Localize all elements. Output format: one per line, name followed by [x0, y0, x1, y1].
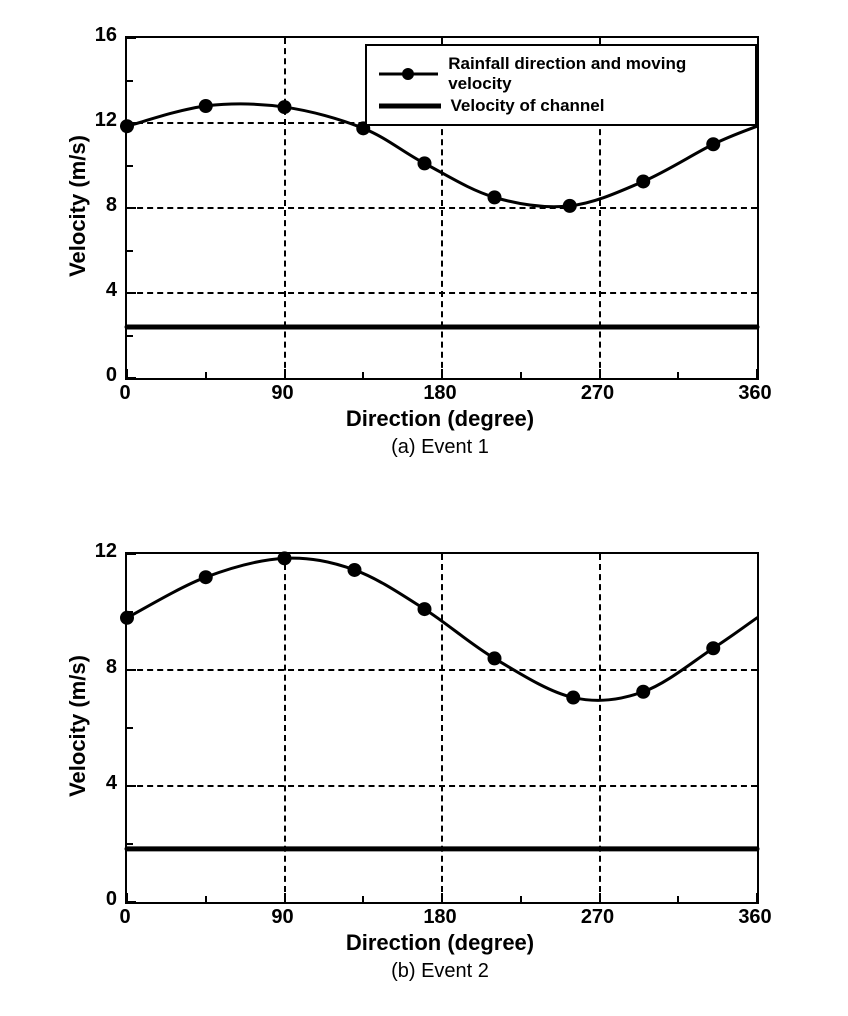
ytick: [127, 785, 136, 787]
ytick-minor: [127, 335, 133, 337]
plot-area-a: Rainfall direction and moving velocityVe…: [125, 36, 759, 380]
ytick-minor: [127, 80, 133, 82]
xtick: [126, 893, 128, 902]
xtick: [441, 369, 443, 378]
subplot-caption: (b) Event 2: [290, 960, 590, 983]
marker: [199, 99, 213, 113]
legend-label: Velocity of channel: [451, 96, 605, 116]
ylabel: Velocity (m/s): [65, 596, 91, 856]
xtick-label: 0: [100, 906, 150, 929]
marker: [418, 602, 432, 616]
marker: [488, 651, 502, 665]
legend-sample: [379, 99, 441, 113]
marker: [488, 190, 502, 204]
series-rainfall: [127, 558, 757, 700]
xlabel: Direction (degree): [290, 406, 590, 432]
xtick-label: 180: [415, 906, 465, 929]
xtick: [599, 369, 601, 378]
legend-label: Rainfall direction and moving velocity: [448, 54, 743, 94]
xlabel: Direction (degree): [290, 930, 590, 956]
xtick: [756, 369, 758, 378]
marker: [706, 137, 720, 151]
xtick-minor: [362, 372, 364, 378]
xtick: [441, 893, 443, 902]
ytick-minor: [127, 165, 133, 167]
ytick-label: 16: [95, 24, 117, 47]
xtick-label: 90: [258, 906, 308, 929]
ytick-label: 8: [106, 656, 117, 679]
legend-sample: [379, 67, 439, 81]
marker: [348, 563, 362, 577]
ytick-minor: [127, 843, 133, 845]
ytick: [127, 377, 136, 379]
ytick-minor: [127, 727, 133, 729]
xtick: [599, 893, 601, 902]
marker: [636, 174, 650, 188]
ytick-label: 4: [106, 772, 117, 795]
xtick-minor: [677, 896, 679, 902]
legend-item: Velocity of channel: [379, 96, 744, 116]
xtick-minor: [362, 896, 364, 902]
xtick-label: 0: [100, 382, 150, 405]
marker: [278, 100, 292, 114]
legend-item: Rainfall direction and moving velocity: [379, 54, 744, 94]
ytick: [127, 669, 136, 671]
ytick: [127, 122, 136, 124]
ytick: [127, 901, 136, 903]
ytick: [127, 207, 136, 209]
ytick-label: 12: [95, 109, 117, 132]
xtick-minor: [520, 372, 522, 378]
figure-stage: Rainfall direction and moving velocityVe…: [0, 0, 848, 1016]
ytick-label: 12: [95, 540, 117, 563]
ylabel: Velocity (m/s): [65, 76, 91, 336]
subplot-caption: (a) Event 1: [290, 436, 590, 459]
marker: [706, 641, 720, 655]
xtick: [756, 893, 758, 902]
ytick-label: 8: [106, 194, 117, 217]
ytick-label: 4: [106, 279, 117, 302]
ytick: [127, 37, 136, 39]
marker: [418, 156, 432, 170]
marker: [566, 691, 580, 705]
xtick-minor: [520, 896, 522, 902]
xtick: [284, 369, 286, 378]
plot-area-b: [125, 552, 759, 904]
marker: [636, 685, 650, 699]
ytick-minor: [127, 250, 133, 252]
xtick-minor: [677, 372, 679, 378]
xtick-minor: [205, 896, 207, 902]
ytick: [127, 553, 136, 555]
xtick-minor: [205, 372, 207, 378]
legend: Rainfall direction and moving velocityVe…: [365, 44, 758, 126]
xtick-label: 360: [730, 906, 780, 929]
xtick-label: 180: [415, 382, 465, 405]
xtick-label: 90: [258, 382, 308, 405]
xtick: [284, 893, 286, 902]
xtick-label: 360: [730, 382, 780, 405]
marker: [278, 551, 292, 565]
xtick-label: 270: [573, 382, 623, 405]
ytick: [127, 292, 136, 294]
marker: [563, 199, 577, 213]
xtick-label: 270: [573, 906, 623, 929]
xtick: [126, 369, 128, 378]
marker: [199, 570, 213, 584]
ytick-minor: [127, 611, 133, 613]
